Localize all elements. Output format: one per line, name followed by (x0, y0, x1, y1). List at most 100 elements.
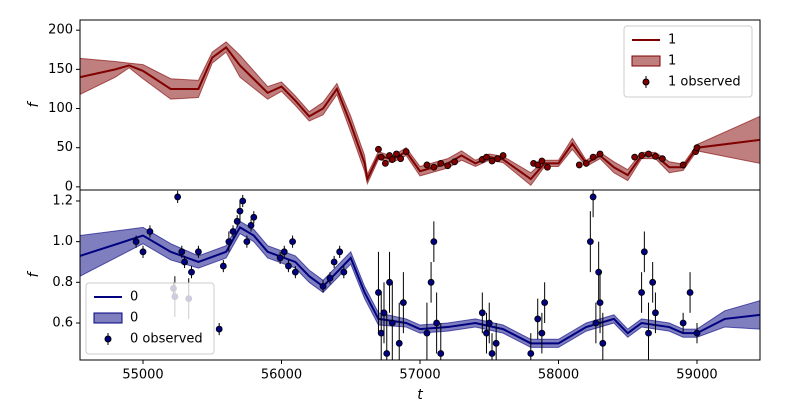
observed-point (586, 238, 594, 246)
plot-area (80, 190, 760, 360)
observed-point (139, 248, 147, 256)
observed-point (638, 289, 645, 296)
observed-point (638, 152, 645, 159)
observed-point (686, 289, 694, 296)
observed-point (250, 213, 258, 221)
observed-point (399, 299, 407, 307)
y-tick-label: 50 (56, 140, 73, 155)
observed-point (485, 319, 493, 327)
x-tick-label: 58000 (538, 368, 579, 383)
legend-label: 1 observed (668, 75, 741, 90)
observed-point (178, 248, 186, 256)
observed-point (596, 299, 604, 307)
observed-point (219, 262, 227, 270)
observed-point (538, 157, 546, 165)
observed-point (395, 339, 403, 347)
observed-point (538, 329, 546, 337)
legend-swatch (104, 335, 112, 343)
observed-point (289, 238, 296, 246)
observed-point (393, 150, 400, 158)
observed-point (423, 329, 431, 337)
x-axis-label: t (417, 387, 423, 400)
legend-box (85, 282, 215, 355)
observed-point (319, 282, 327, 290)
observed-point (582, 159, 590, 167)
observed-point (174, 193, 182, 201)
observed-point (336, 248, 344, 256)
observed-point (658, 155, 666, 163)
observed-point (188, 268, 195, 276)
observed-point (181, 258, 188, 266)
observed-point (679, 161, 687, 169)
observed-point (427, 278, 435, 286)
observed-point (645, 329, 652, 337)
observed-point (599, 339, 607, 347)
observed-point (430, 163, 438, 171)
x-tick-label: 56000 (261, 368, 302, 383)
x-tick-label: 59000 (676, 368, 717, 383)
mean-line (80, 226, 760, 345)
y-tick-label: 150 (48, 62, 73, 77)
observed-point (534, 315, 542, 323)
observed-point (645, 150, 652, 158)
observed-point (330, 258, 338, 266)
y-tick-label: 0.6 (52, 315, 73, 330)
observed-point (488, 350, 496, 357)
observed-point (430, 238, 438, 246)
legend-box (623, 25, 753, 98)
observed-point (527, 350, 535, 357)
observed-point (225, 238, 233, 246)
observed-point (488, 157, 496, 165)
observed-point (437, 350, 445, 357)
observed-point (631, 153, 639, 161)
y-tick-label: 0.8 (52, 275, 73, 290)
confidence-band (80, 41, 760, 187)
observed-point (229, 228, 237, 235)
observed-point (589, 153, 597, 161)
x-tick-label: 57000 (399, 368, 440, 383)
observed-point (215, 325, 223, 333)
observed-point (146, 228, 154, 235)
observed-point (423, 161, 431, 169)
observed-point (693, 144, 701, 152)
observed-point (377, 329, 385, 337)
legend: 0 0 0 observed (85, 282, 215, 355)
legend: 1 1 1 observed (623, 25, 753, 98)
observed-point (195, 248, 202, 256)
observed-point (640, 248, 648, 256)
observed-point (652, 152, 659, 160)
observed-point (534, 161, 542, 169)
observed-point (239, 197, 247, 205)
observed-point (291, 268, 299, 276)
observed-point (243, 238, 251, 246)
observed-point (592, 319, 600, 327)
legend-swatch (93, 312, 123, 324)
y-tick-label: 100 (48, 101, 73, 116)
observed-point (492, 339, 500, 347)
observed-point (483, 329, 490, 337)
observed-point (483, 153, 490, 161)
legend-swatch (642, 78, 650, 86)
legend-label: 0 observed (130, 332, 203, 347)
legend-swatch (631, 55, 661, 67)
observed-point (276, 254, 284, 262)
observed-point (494, 155, 501, 163)
y-tick-label: 200 (48, 23, 73, 38)
observed-point (451, 158, 459, 166)
observed-point (437, 159, 445, 167)
observed-point (444, 162, 452, 170)
legend-label: 0 (130, 311, 138, 326)
observed-point (652, 309, 659, 317)
observed-point (499, 152, 507, 159)
y-tick-label: 1.0 (52, 234, 73, 249)
observed-point (233, 217, 241, 225)
observed-point (236, 207, 244, 215)
observed-point (397, 155, 405, 163)
observed-point (377, 153, 385, 161)
observed-point (402, 148, 410, 156)
observed-point (575, 161, 583, 169)
observed-point (386, 278, 393, 286)
legend-label: 1 (668, 33, 676, 48)
legend-label: 1 (668, 54, 676, 69)
